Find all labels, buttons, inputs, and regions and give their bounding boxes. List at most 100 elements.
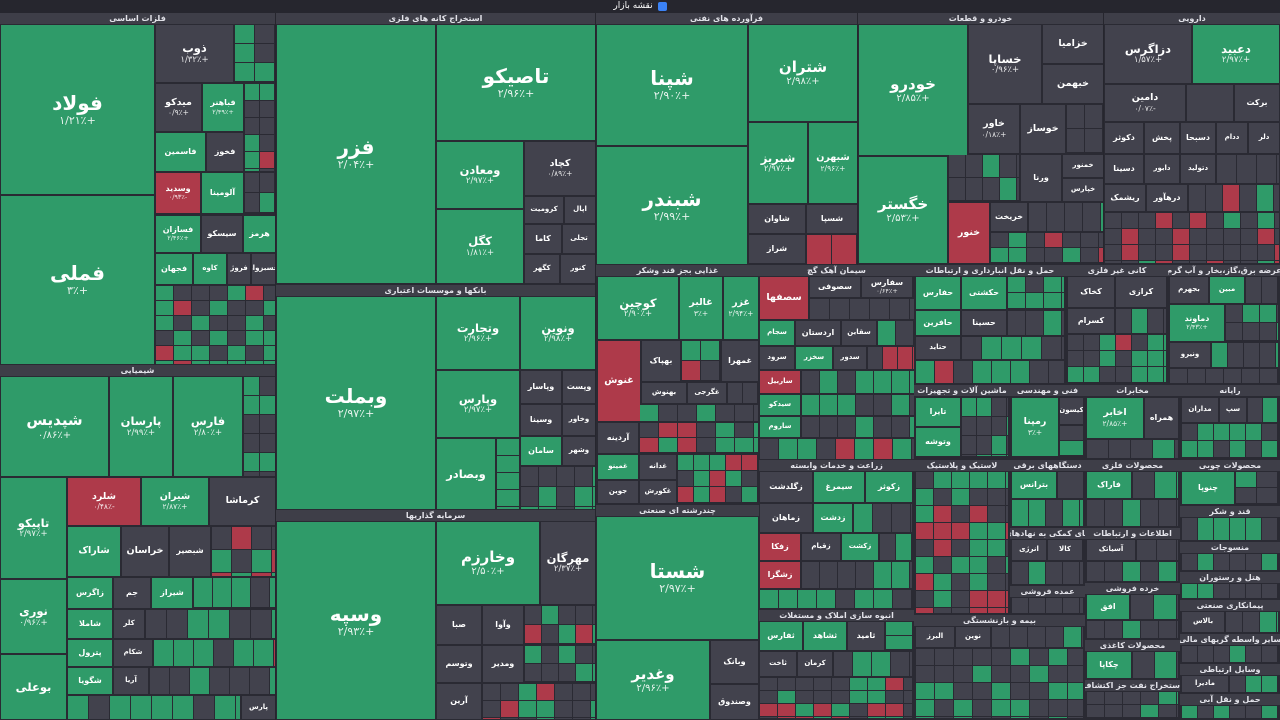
stock-tile-small[interactable] (640, 423, 658, 437)
stock-tile-small[interactable] (1260, 369, 1277, 383)
stock-tile-small[interactable] (1230, 424, 1245, 440)
stock-tile-small[interactable] (1214, 518, 1229, 540)
stock-tile-small[interactable] (244, 472, 259, 476)
stock-tile-small[interactable] (954, 361, 972, 383)
stock-tile-small[interactable] (838, 371, 855, 393)
stock-tile-small[interactable] (235, 44, 254, 62)
stock-tile-small[interactable] (260, 101, 274, 117)
stock-tile-small[interactable] (593, 606, 595, 624)
stock-tile[interactable]: کاما (525, 225, 561, 253)
stock-tile[interactable]: فروژ (228, 254, 250, 284)
stock-tile[interactable]: ونوین +۲/۹۸٪ (521, 297, 595, 369)
stock-tile-small[interactable] (868, 717, 885, 718)
stock-tile[interactable]: شپدیس +۰/۸۶٪ (1, 377, 108, 476)
stock-tile-small[interactable] (246, 346, 263, 360)
stock-tile-small[interactable] (992, 417, 1006, 435)
stock-tile-small[interactable] (916, 489, 933, 505)
stock-tile-small[interactable] (934, 489, 951, 505)
stock-tile-small[interactable] (970, 591, 987, 607)
stock-tile-small[interactable] (156, 286, 173, 300)
stock-tile-small[interactable] (1141, 562, 1158, 581)
stock-tile-small[interactable] (796, 704, 813, 716)
stock-tile-small[interactable] (892, 395, 909, 415)
stock-tile-small[interactable] (1028, 627, 1045, 647)
stock-tile-small[interactable] (1030, 361, 1048, 383)
stock-tile-small[interactable] (1049, 683, 1067, 699)
stock-tile-small[interactable] (883, 347, 897, 369)
stock-tile-small[interactable] (1046, 500, 1062, 526)
stock-tile[interactable]: البرز (916, 627, 954, 647)
stock-tile-small[interactable] (1236, 488, 1256, 503)
stock-tile-small[interactable] (855, 439, 873, 459)
stock-tile-small[interactable] (820, 417, 837, 437)
stock-tile-small[interactable] (228, 331, 245, 345)
stock-tile-small[interactable] (1030, 666, 1048, 682)
stock-tile-small[interactable] (872, 652, 890, 676)
stock-tile[interactable]: آلومینا (202, 173, 243, 213)
stock-tile[interactable]: کوچین +۲/۹۰٪ (598, 277, 678, 339)
stock-tile-small[interactable] (1246, 676, 1261, 692)
stock-tile-small[interactable] (952, 489, 969, 505)
stock-tile-small[interactable] (245, 193, 259, 212)
stock-tile-small[interactable] (264, 301, 275, 315)
stock-tile-small[interactable] (1243, 612, 1259, 632)
stock-tile-small[interactable] (1139, 213, 1155, 228)
stock-tile[interactable]: چنوپا (1182, 472, 1234, 504)
stock-tile-small[interactable] (832, 235, 856, 264)
stock-tile-small[interactable] (264, 346, 275, 360)
stock-tile-small[interactable] (640, 405, 658, 421)
stock-tile-small[interactable] (192, 316, 209, 330)
stock-tile-small[interactable] (1063, 598, 1079, 613)
stock-tile-small[interactable] (1132, 351, 1147, 366)
stock-tile-small[interactable] (1006, 591, 1008, 607)
stock-tile-small[interactable] (1017, 155, 1019, 177)
stock-tile-small[interactable] (992, 700, 1010, 716)
stock-tile-small[interactable] (1188, 369, 1205, 383)
stock-tile[interactable]: بترانس (1012, 472, 1056, 498)
stock-tile-small[interactable] (1170, 369, 1187, 383)
stock-tile[interactable]: کچاد +۰/۸۹٪ (525, 142, 595, 195)
stock-tile-small[interactable] (1246, 424, 1261, 440)
stock-tile-small[interactable] (228, 361, 245, 364)
stock-tile-small[interactable] (988, 557, 1005, 573)
stock-tile-small[interactable] (934, 591, 951, 607)
stock-tile[interactable]: وپارس +۲/۹۷٪ (437, 371, 519, 437)
stock-tile[interactable]: تاپیکو +۲/۹۷٪ (1, 478, 66, 578)
stock-tile-small[interactable] (912, 439, 914, 459)
stock-tile-small[interactable] (1246, 518, 1261, 540)
stock-tile-small[interactable] (754, 423, 758, 437)
stock-tile-small[interactable] (973, 649, 991, 665)
stock-tile-small[interactable] (131, 696, 151, 719)
stock-tile[interactable]: برکت (1235, 85, 1279, 121)
stock-tile-small[interactable] (1007, 436, 1008, 454)
stock-tile-small[interactable] (874, 417, 891, 437)
stock-tile-small[interactable] (1275, 245, 1279, 260)
stock-tile-small[interactable] (779, 590, 797, 608)
stock-tile-small[interactable] (1262, 518, 1277, 540)
stock-tile[interactable]: وسدید -۰/۹۳٪ (156, 173, 200, 213)
stock-tile-small[interactable] (1262, 676, 1277, 692)
stock-tile-small[interactable] (1087, 562, 1104, 581)
stock-tile-small[interactable] (810, 299, 829, 319)
stock-tile-small[interactable] (934, 523, 951, 539)
stock-tile[interactable]: دامین -۰/۰۷٪ (1105, 85, 1185, 121)
stock-tile[interactable]: پارس (242, 696, 275, 719)
stock-tile-small[interactable] (640, 438, 658, 452)
stock-tile[interactable]: مبین (1210, 277, 1244, 303)
stock-tile[interactable]: سیدکو (760, 395, 800, 415)
stock-tile-small[interactable] (983, 155, 999, 177)
stock-tile[interactable]: دتولید (1181, 155, 1215, 183)
stock-tile-small[interactable] (814, 678, 831, 690)
stock-tile-small[interactable] (1116, 309, 1131, 333)
stock-tile-small[interactable] (910, 652, 912, 676)
stock-tile-small[interactable] (904, 704, 912, 716)
stock-tile-small[interactable] (935, 649, 953, 665)
stock-tile-small[interactable] (1182, 646, 1197, 662)
stock-tile-small[interactable] (1122, 245, 1138, 260)
stock-tile-small[interactable] (802, 395, 819, 415)
stock-tile[interactable]: زفکا (760, 534, 800, 560)
stock-tile[interactable]: سرود (760, 347, 794, 369)
stock-tile-small[interactable] (1164, 309, 1166, 333)
stock-tile-small[interactable] (1275, 229, 1279, 244)
stock-tile-small[interactable] (973, 683, 991, 699)
